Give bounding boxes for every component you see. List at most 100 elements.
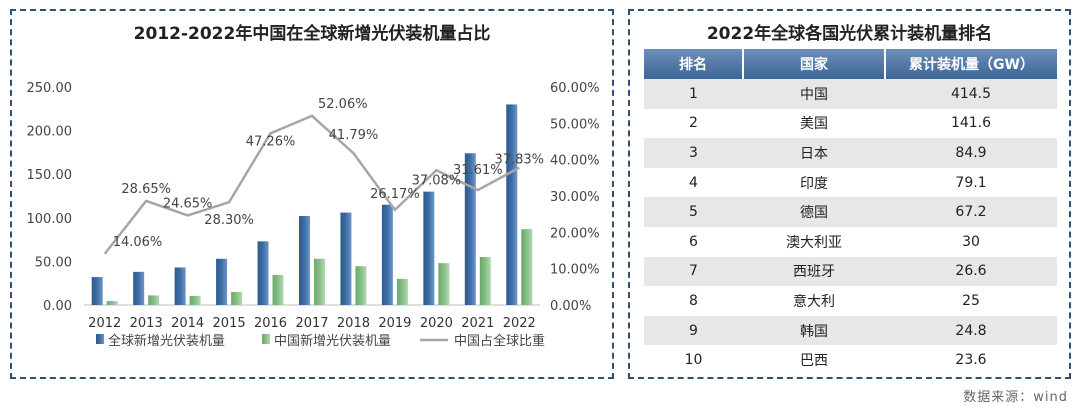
table-row: 10 巴西 23.6: [644, 345, 1057, 375]
rank-cell: 6: [644, 226, 743, 257]
rank-cell: 9: [644, 315, 743, 346]
rank-cell: 4: [644, 167, 743, 198]
table-row: 6 澳大利亚 30: [644, 226, 1057, 257]
country-cell: 巴西: [743, 345, 885, 375]
capacity-cell: 414.5: [885, 79, 1057, 109]
rank-cell: 5: [644, 197, 743, 227]
y-right-tick-label: 30.00%: [550, 190, 600, 205]
chart-panel: 2012-2022年中国在全球新增光伏装机量占比 0.00 50.00 100.00…: [10, 9, 614, 379]
share-data-label: 37.83%: [494, 153, 544, 168]
bar-global: [216, 258, 228, 305]
bar-china: [355, 266, 367, 305]
bar-global: [257, 241, 269, 305]
y-right-tick-label: 10.00%: [550, 263, 600, 278]
bar-global: [299, 216, 310, 305]
table-row: 7 西班牙 26.6: [644, 256, 1057, 287]
country-cell: 澳大利亚: [743, 226, 885, 257]
x-tick-label: 2013: [130, 316, 163, 331]
table-panel: 2022年全球各国光伏累计装机量排名 排名 国家 累计装机量（GW） 1 中国 41…: [628, 9, 1071, 379]
source-note: 数据来源：wind: [963, 390, 1068, 405]
y-right-tick-label: 40.00%: [550, 154, 600, 169]
capacity-cell: 84.9: [885, 138, 1057, 168]
rank-cell: 10: [644, 345, 743, 375]
rank-cell: 8: [644, 286, 743, 316]
header-rank: 排名: [644, 49, 743, 79]
table-body: 1 中国 414.5 2 美国 141.6 3 日本 84.9 4 印度 79.1 5 德国 67.2 6 澳大…: [644, 79, 1057, 375]
share-data-label: 28.65%: [121, 182, 171, 197]
share-data-label: 26.17%: [370, 187, 420, 202]
rank-cell: 7: [644, 256, 743, 287]
capacity-cell: 23.6: [885, 345, 1057, 375]
bar-global: [174, 267, 186, 305]
table-row: 3 日本 84.9: [644, 138, 1057, 168]
share-data-label: 14.06%: [113, 235, 163, 250]
chart-title: 2012-2022年中国在全球新增光伏装机量占比: [133, 24, 491, 44]
share-data-label: 52.06%: [318, 97, 368, 112]
country-cell: 德国: [743, 197, 885, 227]
bar-china: [189, 295, 201, 305]
y-right-tick-label: 60.00%: [550, 81, 600, 96]
share-data-label: 37.08%: [412, 173, 462, 188]
y-right-tick-label: 0.00%: [550, 299, 591, 314]
legend-label-global: 全球新增光伏装机量: [108, 333, 225, 349]
bar-china: [106, 301, 118, 305]
rank-cell: 2: [644, 108, 743, 139]
share-data-label: 41.79%: [329, 128, 379, 143]
legend-swatch-china: [262, 334, 270, 344]
capacity-cell: 25: [885, 286, 1057, 316]
share-data-label: 31.61%: [453, 163, 503, 178]
share-data-label: 24.65%: [163, 196, 213, 211]
x-tick-label: 2015: [213, 316, 246, 331]
bar-china: [396, 278, 408, 305]
table-title: 2022年全球各国光伏累计装机量排名: [706, 24, 993, 44]
y-right-tick-label: 50.00%: [550, 117, 600, 132]
legend-label-share: 中国占全球比重: [454, 333, 545, 349]
bar-china: [231, 291, 243, 305]
header-capacity: 累计装机量（GW）: [884, 49, 1057, 79]
table-row: 8 意大利 25: [644, 286, 1057, 316]
y-right-tick-label: 20.00%: [550, 226, 600, 241]
capacity-cell: 26.6: [885, 256, 1057, 287]
bar-global: [133, 271, 145, 305]
y-left-tick-label: 0.00: [43, 299, 72, 314]
bar-china: [438, 263, 450, 305]
x-tick-label: 2022: [503, 316, 536, 331]
header-country: 国家: [742, 49, 885, 79]
x-tick-label: 2020: [420, 316, 453, 331]
bar-china: [272, 274, 284, 305]
bar-global: [340, 212, 352, 305]
bar-china: [314, 258, 325, 305]
combo-chart: 0.00 50.00 100.00 150.00 200.00 250.00 0.00% 10…: [27, 81, 600, 349]
share-line: [103, 114, 520, 255]
bar-global: [423, 191, 435, 305]
capacity-cell: 30: [885, 226, 1057, 257]
x-tick-label: 2016: [254, 316, 287, 331]
bar-china: [479, 257, 491, 305]
country-cell: 韩国: [743, 315, 885, 346]
share-data-label: 47.26%: [246, 134, 296, 149]
country-cell: 日本: [743, 138, 885, 168]
bar-global: [381, 204, 393, 305]
legend-label-china: 中国新增光伏装机量: [274, 333, 391, 349]
bar-global: [464, 153, 476, 305]
table-header-row: 排名 国家 累计装机量（GW）: [644, 49, 1057, 79]
capacity-cell: 79.1: [885, 167, 1057, 198]
bar-global: [91, 277, 103, 305]
bar-china: [521, 229, 533, 305]
x-tick-label: 2012: [88, 316, 121, 331]
y-left-tick-label: 250.00: [27, 81, 73, 96]
table-row: 2 美国 141.6: [644, 108, 1057, 139]
bar-global: [506, 104, 518, 305]
country-cell: 意大利: [743, 286, 885, 316]
ranking-table: 排名 国家 累计装机量（GW） 1 中国 414.5 2 美国 141.6 3 日本 84.9 4…: [644, 49, 1057, 375]
rank-cell: 3: [644, 138, 743, 168]
country-cell: 西班牙: [743, 256, 885, 287]
y-left-tick-label: 200.00: [27, 125, 73, 140]
x-tick-label: 2018: [337, 316, 370, 331]
table-row: 1 中国 414.5: [644, 79, 1057, 109]
capacity-cell: 24.8: [885, 315, 1057, 346]
x-tick-label: 2017: [295, 316, 328, 331]
y-left-tick-label: 150.00: [27, 168, 73, 183]
bar-china: [148, 295, 160, 305]
table-row: 4 印度 79.1: [644, 167, 1057, 198]
